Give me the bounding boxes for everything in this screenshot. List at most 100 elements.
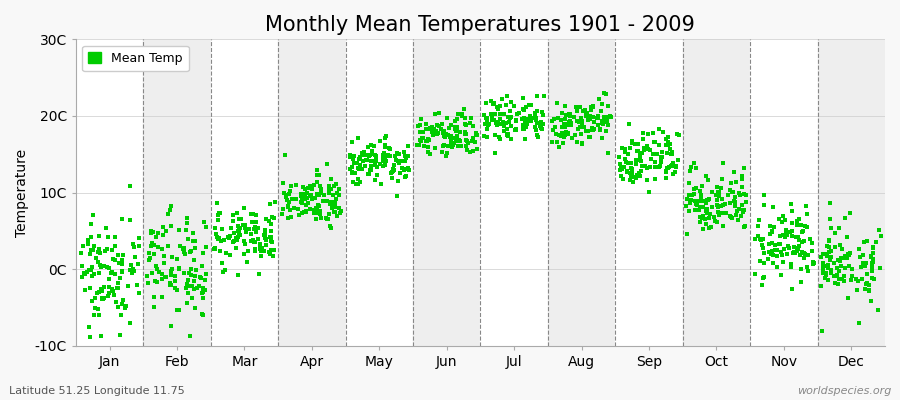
Point [557, 132, 572, 138]
Point [860, 271, 874, 277]
Point [195, 263, 210, 269]
Point [309, 210, 323, 216]
Point [392, 159, 407, 166]
Point [147, 304, 161, 311]
Point [503, 108, 517, 114]
Point [428, 144, 443, 151]
Point [293, 193, 308, 200]
Point [458, 130, 473, 137]
Point [624, 172, 638, 179]
Point [309, 215, 323, 222]
Point [654, 155, 669, 162]
Point [82, 267, 96, 273]
Point [562, 110, 577, 117]
Point [617, 164, 632, 170]
Point [275, 206, 290, 212]
Point [239, 225, 254, 232]
Point [518, 124, 533, 130]
Point [500, 114, 515, 121]
Point [640, 176, 654, 183]
Point [489, 120, 503, 126]
Point [511, 110, 526, 116]
Point [444, 133, 458, 139]
Point [179, 227, 194, 234]
Point [580, 116, 595, 123]
Point [866, 244, 880, 251]
Point [104, 286, 119, 292]
Point [421, 136, 436, 143]
Point [450, 116, 464, 122]
Point [444, 121, 458, 128]
Point [188, 238, 202, 244]
Point [806, 258, 820, 265]
Point [614, 172, 628, 179]
Point [689, 202, 704, 208]
Point [313, 210, 328, 217]
Point [140, 273, 155, 279]
Point [560, 121, 574, 128]
Point [600, 118, 615, 125]
Point [835, 276, 850, 282]
Point [231, 233, 246, 240]
Point [585, 127, 599, 133]
Point [653, 159, 668, 165]
Point [604, 114, 618, 120]
Point [295, 200, 310, 206]
Point [158, 274, 172, 280]
Point [613, 166, 627, 173]
Point [238, 225, 252, 231]
Point [596, 120, 610, 127]
Point [670, 130, 685, 137]
Point [365, 158, 380, 164]
Point [343, 152, 357, 159]
Point [364, 142, 378, 148]
Point [732, 206, 746, 212]
Point [821, 265, 835, 271]
Point [659, 175, 673, 181]
Point [208, 224, 222, 231]
Point [223, 233, 238, 240]
Point [517, 106, 531, 112]
Point [664, 151, 679, 158]
Point [631, 147, 645, 154]
Point [509, 117, 524, 123]
Point [485, 115, 500, 121]
Point [828, 244, 842, 250]
Point [695, 215, 709, 222]
Point [632, 170, 646, 176]
Point [386, 166, 400, 172]
Point [392, 151, 407, 158]
Point [442, 143, 456, 149]
Point [302, 193, 317, 200]
Point [710, 184, 724, 190]
Point [85, 221, 99, 227]
Point [241, 226, 256, 232]
Point [700, 177, 715, 183]
Point [460, 138, 474, 144]
Point [172, 307, 186, 314]
Point [259, 237, 274, 243]
Point [301, 200, 315, 206]
Point [620, 169, 634, 175]
Bar [413, 39, 481, 346]
Point [211, 233, 225, 240]
Point [309, 205, 323, 212]
Point [670, 157, 685, 163]
Point [535, 109, 549, 115]
Point [822, 237, 836, 244]
Point [172, 227, 186, 233]
Point [828, 230, 842, 236]
Point [144, 230, 158, 236]
Point [356, 158, 371, 164]
Point [278, 152, 293, 158]
Point [125, 270, 140, 277]
Point [83, 334, 97, 340]
Point [763, 223, 778, 229]
Point [157, 253, 171, 259]
Point [194, 274, 208, 280]
Point [413, 122, 428, 128]
Point [558, 103, 572, 110]
Point [314, 190, 328, 196]
Point [800, 224, 814, 230]
Point [822, 248, 836, 255]
